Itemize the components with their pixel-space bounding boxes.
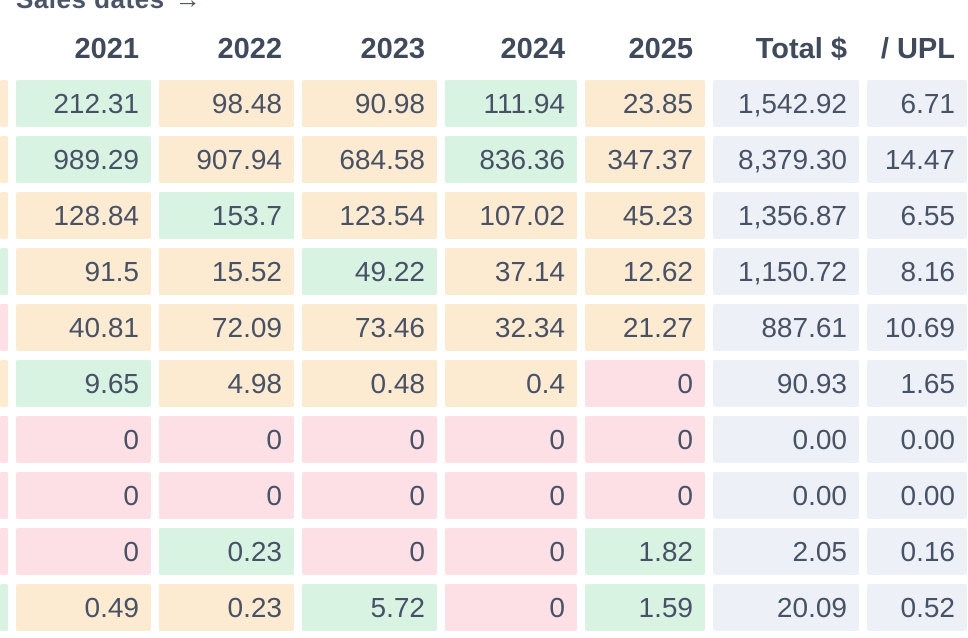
table-cell[interactable]: 4.98 bbox=[159, 360, 294, 407]
table-cell[interactable]: 6.55 bbox=[867, 192, 967, 239]
table-cell[interactable]: 212.31 bbox=[16, 80, 151, 127]
table-cell[interactable]: 14.47 bbox=[867, 136, 967, 183]
table-cell[interactable]: 2.05 bbox=[713, 528, 859, 575]
column-header-spacer bbox=[0, 28, 12, 71]
column-header-2022[interactable]: 2022 bbox=[217, 33, 282, 65]
table-cell[interactable]: 0.52 bbox=[867, 584, 967, 631]
table-cell[interactable]: 5.72 bbox=[302, 584, 437, 631]
table-cell-partial[interactable] bbox=[0, 360, 8, 407]
table-cell[interactable]: 73.46 bbox=[302, 304, 437, 351]
table-cell[interactable]: 0 bbox=[585, 472, 705, 519]
table-cell-partial[interactable] bbox=[0, 416, 8, 463]
table-cell[interactable]: 0.00 bbox=[867, 416, 967, 463]
table-cell[interactable]: 836.36 bbox=[445, 136, 577, 183]
table-cell[interactable]: 123.54 bbox=[302, 192, 437, 239]
table-cell[interactable]: 684.58 bbox=[302, 136, 437, 183]
table-cell[interactable]: 10.69 bbox=[867, 304, 967, 351]
table-cell[interactable]: 0.49 bbox=[16, 584, 151, 631]
table-cell[interactable]: 0 bbox=[16, 528, 151, 575]
table-cell-partial[interactable] bbox=[0, 192, 8, 239]
table-cell[interactable]: 0 bbox=[445, 472, 577, 519]
table-cell[interactable]: 32.34 bbox=[445, 304, 577, 351]
table-cell[interactable]: 0.00 bbox=[713, 472, 859, 519]
table-cell[interactable]: 0 bbox=[585, 416, 705, 463]
table-cell[interactable]: 1.59 bbox=[585, 584, 705, 631]
table-cell[interactable]: 0 bbox=[585, 360, 705, 407]
sales-dates-link[interactable]: Sales dates → bbox=[16, 0, 201, 15]
table-cell[interactable]: 0 bbox=[16, 416, 151, 463]
table-cell-partial[interactable] bbox=[0, 528, 8, 575]
table-cell[interactable]: 98.48 bbox=[159, 80, 294, 127]
table-cell[interactable]: 107.02 bbox=[445, 192, 577, 239]
table-cell[interactable]: 0.4 bbox=[445, 360, 577, 407]
arrow-right-icon: → bbox=[175, 0, 202, 14]
table-cell[interactable]: 0 bbox=[445, 416, 577, 463]
table-cell[interactable]: 90.98 bbox=[302, 80, 437, 127]
table-cell[interactable]: 0 bbox=[302, 416, 437, 463]
table-cell[interactable]: 887.61 bbox=[713, 304, 859, 351]
table-cell[interactable]: 8.16 bbox=[867, 248, 967, 295]
table-cell-partial[interactable] bbox=[0, 304, 8, 351]
table-cell[interactable]: 37.14 bbox=[445, 248, 577, 295]
table-cell[interactable]: 128.84 bbox=[16, 192, 151, 239]
table-cell[interactable]: 49.22 bbox=[302, 248, 437, 295]
table-cell[interactable]: 20.09 bbox=[713, 584, 859, 631]
table-cell[interactable]: 1.65 bbox=[867, 360, 967, 407]
table-cell[interactable]: 0 bbox=[302, 528, 437, 575]
table-cell[interactable]: 0 bbox=[159, 416, 294, 463]
table-cell[interactable]: 111.94 bbox=[445, 80, 577, 127]
column-header-2024[interactable]: 2024 bbox=[500, 33, 565, 65]
table-cell-partial[interactable] bbox=[0, 80, 8, 127]
table-cell[interactable]: 0.00 bbox=[713, 416, 859, 463]
table-cell[interactable]: 1,150.72 bbox=[713, 248, 859, 295]
table-cell[interactable]: 40.81 bbox=[16, 304, 151, 351]
table-cell[interactable]: 8,379.30 bbox=[713, 136, 859, 183]
table-cell[interactable]: 45.23 bbox=[585, 192, 705, 239]
table-cell[interactable]: 0 bbox=[16, 472, 151, 519]
column-header-2025[interactable]: 2025 bbox=[628, 33, 693, 65]
table-cell[interactable]: 9.65 bbox=[16, 360, 151, 407]
table-cell-partial[interactable] bbox=[0, 248, 8, 295]
table-cell[interactable]: 0 bbox=[159, 472, 294, 519]
table-cell[interactable]: 72.09 bbox=[159, 304, 294, 351]
column-header--upl[interactable]: / UPL bbox=[880, 33, 955, 65]
table-cell[interactable]: 1,356.87 bbox=[713, 192, 859, 239]
table-cell[interactable]: 12.62 bbox=[585, 248, 705, 295]
table-cell-partial[interactable] bbox=[0, 472, 8, 519]
table-cell[interactable]: 989.29 bbox=[16, 136, 151, 183]
table-cell[interactable]: 0.23 bbox=[159, 528, 294, 575]
column-header-total-[interactable]: Total $ bbox=[755, 33, 847, 65]
table-cell[interactable]: 1.82 bbox=[585, 528, 705, 575]
table-cell[interactable]: 0 bbox=[445, 584, 577, 631]
table-cell[interactable]: 0.23 bbox=[159, 584, 294, 631]
table-cell[interactable]: 907.94 bbox=[159, 136, 294, 183]
table-cell[interactable]: 1,542.92 bbox=[713, 80, 859, 127]
table-cell[interactable]: 347.37 bbox=[585, 136, 705, 183]
table-cell[interactable]: 90.93 bbox=[713, 360, 859, 407]
sales-dates-label: Sales dates bbox=[16, 0, 165, 14]
table-cell-partial[interactable] bbox=[0, 584, 8, 631]
table-cell-partial[interactable] bbox=[0, 136, 8, 183]
table-cell[interactable]: 15.52 bbox=[159, 248, 294, 295]
column-header-2021[interactable]: 2021 bbox=[74, 33, 139, 65]
table-cell[interactable]: 23.85 bbox=[585, 80, 705, 127]
table-cell[interactable]: 6.71 bbox=[867, 80, 967, 127]
table-cell[interactable]: 153.7 bbox=[159, 192, 294, 239]
table-cell[interactable]: 0 bbox=[445, 528, 577, 575]
table-cell[interactable]: 0.00 bbox=[867, 472, 967, 519]
table-cell[interactable]: 91.5 bbox=[16, 248, 151, 295]
table-cell[interactable]: 0 bbox=[302, 472, 437, 519]
table-cell[interactable]: 0.16 bbox=[867, 528, 967, 575]
table-cell[interactable]: 21.27 bbox=[585, 304, 705, 351]
heatmap-table: 2021 2022 2023 2024 2025 Total $ / UPL 212.31 98… bbox=[0, 28, 967, 631]
table-cell[interactable]: 0.48 bbox=[302, 360, 437, 407]
column-header-2023[interactable]: 2023 bbox=[360, 33, 425, 65]
